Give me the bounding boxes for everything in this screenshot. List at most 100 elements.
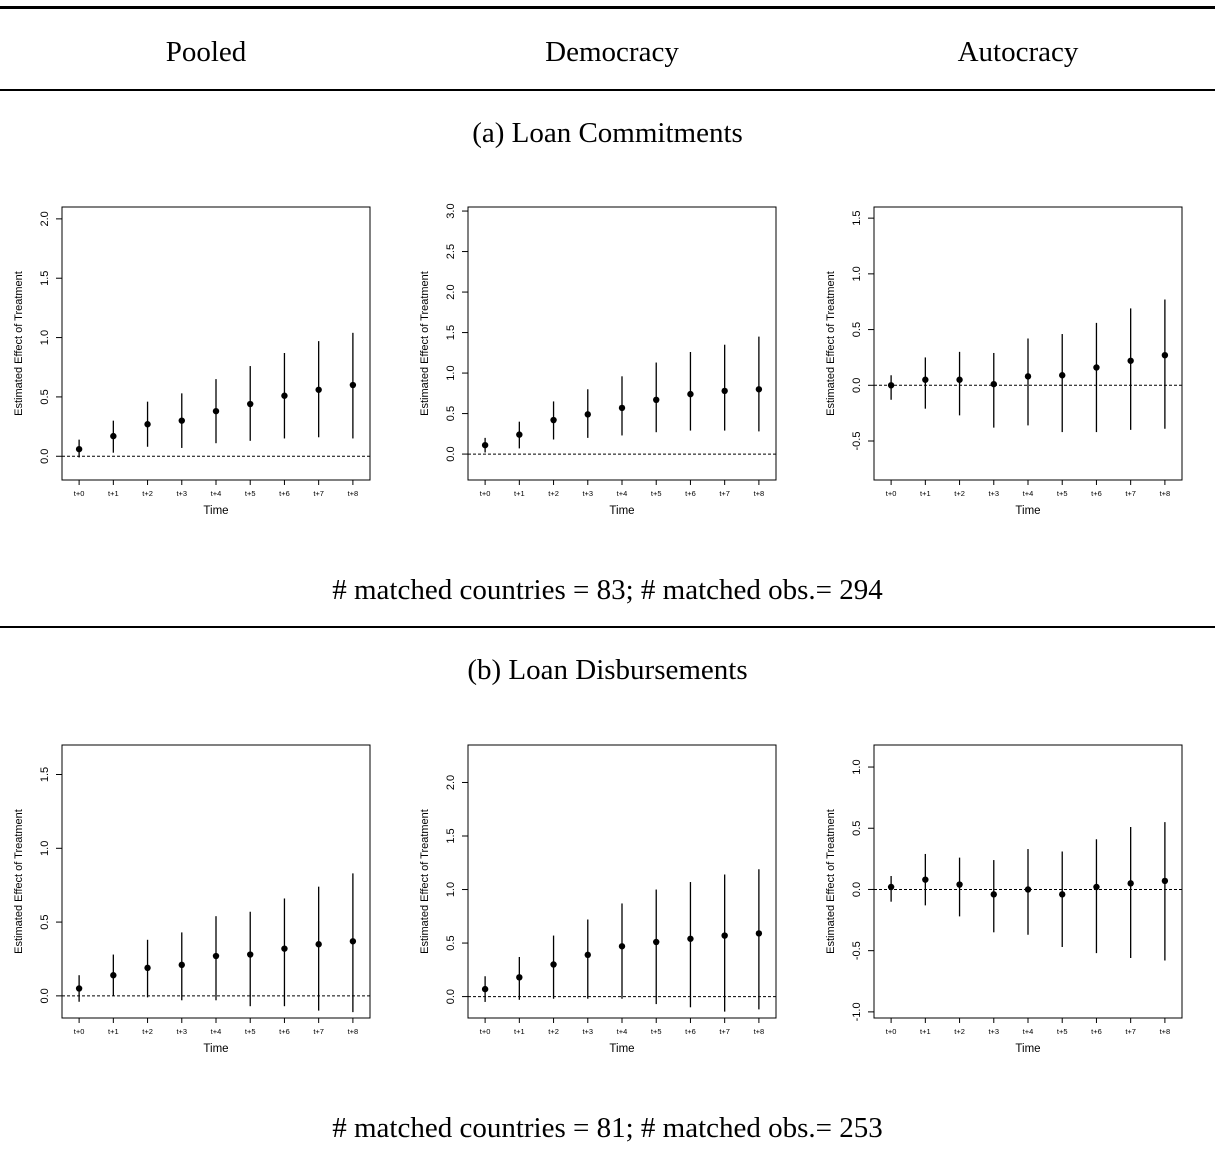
point-estimate <box>1024 886 1032 893</box>
point-estimate <box>516 974 523 981</box>
y-tick-label: 1.5 <box>39 271 51 286</box>
x-tick-label: t+7 <box>313 489 324 498</box>
x-tick-label: t+2 <box>548 489 559 498</box>
point-estimate <box>550 416 557 424</box>
y-tick-label: 1.0 <box>39 330 51 345</box>
point-estimate <box>755 386 763 393</box>
point-estimate <box>1059 891 1066 898</box>
y-tick-label: -0.5 <box>851 941 863 960</box>
x-tick-label: t+8 <box>1160 1027 1171 1036</box>
x-tick-label: t+2 <box>548 1027 559 1036</box>
point-estimate <box>1093 883 1100 891</box>
y-tick-label: 0.0 <box>39 449 51 464</box>
chart-disbursements-pooled: 0.0 0.5 1.0 1.5 t+0 t+1 t+2 t+3 t+4 t+5 t+6 t+7 t+8 T… <box>13 744 371 1055</box>
x-tick-label: t+6 <box>1091 1027 1102 1036</box>
x-tick-label: t+5 <box>1057 1027 1068 1036</box>
y-axis-label: Estimated Effect of Treatment <box>13 271 25 416</box>
point-estimate <box>178 961 185 969</box>
point-estimate <box>75 985 83 992</box>
x-tick-label: t+7 <box>313 1027 324 1036</box>
x-tick-label: t+5 <box>245 489 256 498</box>
chart-disbursements-autocracy: -1.0 -0.5 0.0 0.5 1.0 t+0 t+1 t+2 t+3 t+4 t+5 t+6 t+… <box>825 744 1183 1055</box>
x-tick-label: t+4 <box>211 1027 222 1036</box>
x-tick-label: t+8 <box>1160 489 1171 498</box>
y-tick-label: 0.5 <box>445 935 457 950</box>
point-estimate <box>212 407 220 415</box>
x-tick-label: t+2 <box>142 489 153 498</box>
point-estimate <box>349 381 357 389</box>
point-estimate <box>110 432 117 440</box>
x-tick-label: t+0 <box>480 489 491 498</box>
point-estimate <box>481 985 489 993</box>
point-estimate <box>721 932 728 939</box>
x-tick-label: t+5 <box>651 489 662 498</box>
y-tick-label: 0.0 <box>445 446 457 461</box>
point-estimate <box>212 952 220 960</box>
x-tick-label: t+8 <box>754 489 765 498</box>
point-estimate <box>956 376 963 383</box>
x-tick-label: t+0 <box>886 489 897 498</box>
y-tick-label: 0.0 <box>851 378 863 393</box>
section-divider-rule <box>0 626 1215 628</box>
x-tick-label: t+1 <box>108 489 119 498</box>
column-header-pooled: Pooled <box>165 36 247 68</box>
point-estimate <box>584 411 591 418</box>
section-title-loan-commitments: (a) Loan Commitments <box>472 117 743 149</box>
x-tick-label: t+6 <box>685 489 696 498</box>
point-estimate <box>281 945 288 952</box>
x-tick-label: t+4 <box>1023 1027 1034 1036</box>
y-tick-label: 1.5 <box>445 325 457 340</box>
y-tick-label: -0.5 <box>851 432 863 451</box>
plot-frame <box>467 206 777 481</box>
x-tick-label: t+3 <box>176 1027 187 1036</box>
y-tick-label: 3.0 <box>445 203 457 218</box>
point-estimate <box>990 891 997 898</box>
point-estimate <box>1161 352 1169 359</box>
footnote-commitments: # matched countries = 83; # matched obs.… <box>332 574 883 606</box>
y-tick-label: 0.5 <box>851 821 863 836</box>
x-tick-label: t+7 <box>719 1027 730 1036</box>
x-tick-label: t+1 <box>108 1027 119 1036</box>
chart-commitments-autocracy: -0.5 0.0 0.5 1.0 1.5 t+0 t+1 t+2 t+3 t+4 t+5 t+6 t+7… <box>825 206 1183 517</box>
point-estimate <box>144 964 151 972</box>
x-tick-label: t+1 <box>920 489 931 498</box>
point-estimate <box>75 445 83 453</box>
x-tick-label: t+0 <box>74 1027 85 1036</box>
point-estimate <box>110 972 117 979</box>
x-tick-label: t+8 <box>348 1027 359 1036</box>
x-tick-label: t+4 <box>1023 489 1034 498</box>
chart-commitments-pooled: 0.0 0.5 1.0 1.5 2.0 t+0 t+1 t+2 t+3 t+4 t+5 t+6 t+7 t… <box>13 206 371 517</box>
x-axis-label: Time <box>609 1043 634 1055</box>
x-axis-label: Time <box>1015 1043 1040 1055</box>
x-tick-label: t+4 <box>617 489 628 498</box>
y-tick-label: 0.5 <box>445 406 457 421</box>
y-tick-label: 2.0 <box>445 284 457 299</box>
y-axis-label: Estimated Effect of Treatment <box>419 809 431 954</box>
x-tick-label: t+3 <box>988 489 999 498</box>
point-estimate <box>687 935 694 942</box>
point-estimate <box>144 421 151 428</box>
y-tick-label: 2.0 <box>39 211 51 226</box>
x-tick-label: t+3 <box>176 489 187 498</box>
point-estimate <box>887 883 895 891</box>
y-tick-label: 0.5 <box>39 389 51 404</box>
y-tick-label: 0.5 <box>39 914 51 929</box>
point-estimate <box>653 396 660 404</box>
x-tick-label: t+7 <box>1125 1027 1136 1036</box>
point-estimate <box>247 400 254 408</box>
point-estimate <box>1024 373 1032 380</box>
x-tick-label: t+2 <box>954 1027 965 1036</box>
x-tick-label: t+8 <box>754 1027 765 1036</box>
point-estimate <box>315 941 322 948</box>
point-estimate <box>755 930 763 937</box>
x-axis-label: Time <box>609 505 634 517</box>
x-tick-label: t+7 <box>1125 489 1136 498</box>
y-tick-label: 2.5 <box>445 244 457 259</box>
x-tick-label: t+2 <box>142 1027 153 1036</box>
y-axis-label: Estimated Effect of Treatment <box>13 809 25 954</box>
y-tick-label: 0.0 <box>851 882 863 897</box>
column-header-democracy: Democracy <box>545 36 679 68</box>
x-tick-label: t+1 <box>514 1027 525 1036</box>
table-top-rule <box>0 6 1215 9</box>
point-estimate <box>618 943 626 950</box>
